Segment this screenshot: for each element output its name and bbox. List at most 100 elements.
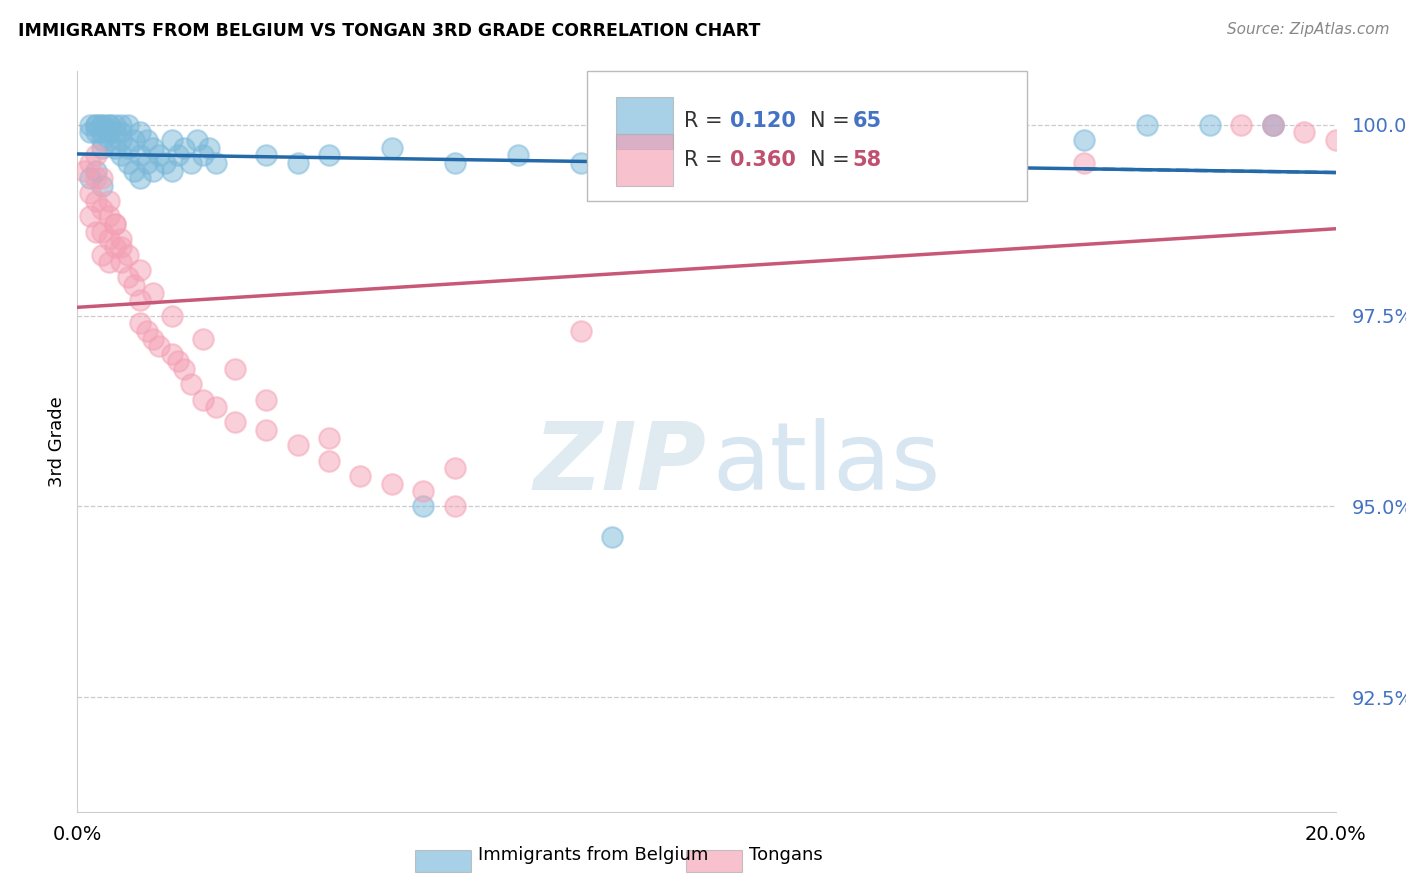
- Point: [129, 316, 152, 330]
- Point: [135, 156, 157, 170]
- Point: [142, 163, 165, 178]
- Point: [135, 324, 157, 338]
- Point: [104, 125, 127, 139]
- Point: [129, 125, 152, 139]
- Point: [104, 217, 127, 231]
- Point: [122, 133, 145, 147]
- Text: 0.120: 0.120: [731, 111, 796, 131]
- Point: [1261, 118, 1284, 132]
- Point: [633, 141, 655, 155]
- Point: [117, 247, 139, 261]
- Point: [97, 232, 120, 246]
- Point: [117, 118, 139, 132]
- Point: [1294, 125, 1316, 139]
- Point: [110, 133, 132, 147]
- Point: [117, 141, 139, 155]
- Point: [97, 210, 120, 224]
- Point: [91, 178, 114, 193]
- Text: 0.360: 0.360: [731, 150, 796, 170]
- Point: [155, 156, 177, 170]
- Text: N =: N =: [810, 111, 856, 131]
- Point: [287, 438, 309, 452]
- Point: [110, 118, 132, 132]
- Point: [79, 156, 101, 170]
- Point: [173, 362, 195, 376]
- Point: [1073, 133, 1095, 147]
- Point: [167, 354, 190, 368]
- Point: [180, 377, 202, 392]
- Point: [318, 148, 340, 162]
- Point: [91, 141, 114, 155]
- Point: [110, 255, 132, 269]
- Point: [142, 285, 165, 300]
- Text: R =: R =: [683, 150, 730, 170]
- Point: [173, 141, 195, 155]
- Point: [79, 125, 101, 139]
- Point: [84, 118, 107, 132]
- Point: [254, 392, 277, 407]
- Point: [110, 148, 132, 162]
- Point: [142, 141, 165, 155]
- Point: [254, 148, 277, 162]
- Point: [91, 133, 114, 147]
- Point: [444, 156, 467, 170]
- Point: [160, 133, 183, 147]
- Point: [110, 240, 132, 254]
- Point: [91, 118, 114, 132]
- Y-axis label: 3rd Grade: 3rd Grade: [48, 396, 66, 487]
- Point: [91, 247, 114, 261]
- Point: [84, 171, 107, 186]
- Point: [79, 210, 101, 224]
- Point: [84, 118, 107, 132]
- Point: [84, 194, 107, 208]
- FancyBboxPatch shape: [616, 97, 672, 149]
- Point: [318, 431, 340, 445]
- Point: [84, 163, 107, 178]
- Point: [204, 156, 226, 170]
- Point: [198, 141, 221, 155]
- Point: [254, 423, 277, 437]
- Point: [84, 148, 107, 162]
- Point: [135, 133, 157, 147]
- Point: [160, 347, 183, 361]
- Point: [104, 141, 127, 155]
- Point: [117, 270, 139, 285]
- Point: [349, 469, 371, 483]
- Point: [569, 156, 592, 170]
- Point: [142, 331, 165, 345]
- Text: ZIP: ZIP: [534, 417, 707, 509]
- Point: [569, 324, 592, 338]
- Point: [97, 118, 120, 132]
- Text: Tongans: Tongans: [749, 846, 823, 863]
- Point: [1261, 118, 1284, 132]
- Point: [821, 133, 844, 147]
- FancyBboxPatch shape: [586, 71, 1028, 201]
- Point: [91, 225, 114, 239]
- Point: [948, 125, 970, 139]
- Point: [129, 262, 152, 277]
- Point: [97, 194, 120, 208]
- Point: [160, 163, 183, 178]
- Point: [129, 293, 152, 308]
- Point: [1136, 118, 1159, 132]
- Point: [167, 148, 190, 162]
- Point: [104, 118, 127, 132]
- Point: [91, 125, 114, 139]
- Point: [148, 339, 170, 353]
- Point: [381, 476, 404, 491]
- Point: [110, 232, 132, 246]
- Text: atlas: atlas: [713, 417, 941, 509]
- Text: R =: R =: [683, 111, 730, 131]
- Point: [84, 225, 107, 239]
- Point: [444, 500, 467, 514]
- Point: [506, 148, 529, 162]
- Point: [148, 148, 170, 162]
- Point: [97, 255, 120, 269]
- Point: [204, 400, 226, 414]
- Text: 58: 58: [852, 150, 882, 170]
- Point: [180, 156, 202, 170]
- Point: [104, 217, 127, 231]
- Point: [97, 125, 120, 139]
- Point: [318, 453, 340, 467]
- Point: [1261, 118, 1284, 132]
